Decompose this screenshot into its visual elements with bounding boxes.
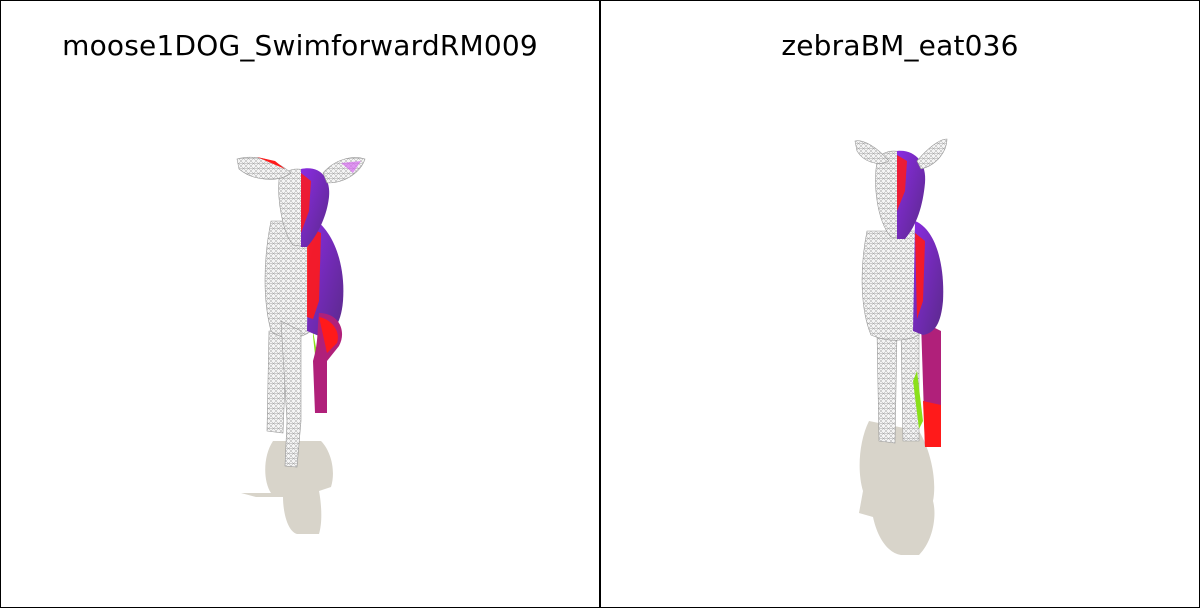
body [264,216,344,339]
ground-shadow [859,421,935,555]
body [861,221,944,341]
panel-title: moose1DOG_SwimforwardRM009 [62,29,538,62]
head [854,138,948,240]
zebra-render [854,138,948,555]
head [236,156,366,248]
panel-left: moose1DOG_SwimforwardRM009 [1,1,599,607]
legs [876,321,941,447]
moose-render [236,156,366,534]
panel-right: zebraBM_eat036 [601,1,1199,607]
front-legs [280,313,343,468]
panel-divider [599,0,601,608]
ground-shadow [241,441,333,534]
panel-title: zebraBM_eat036 [781,29,1019,62]
